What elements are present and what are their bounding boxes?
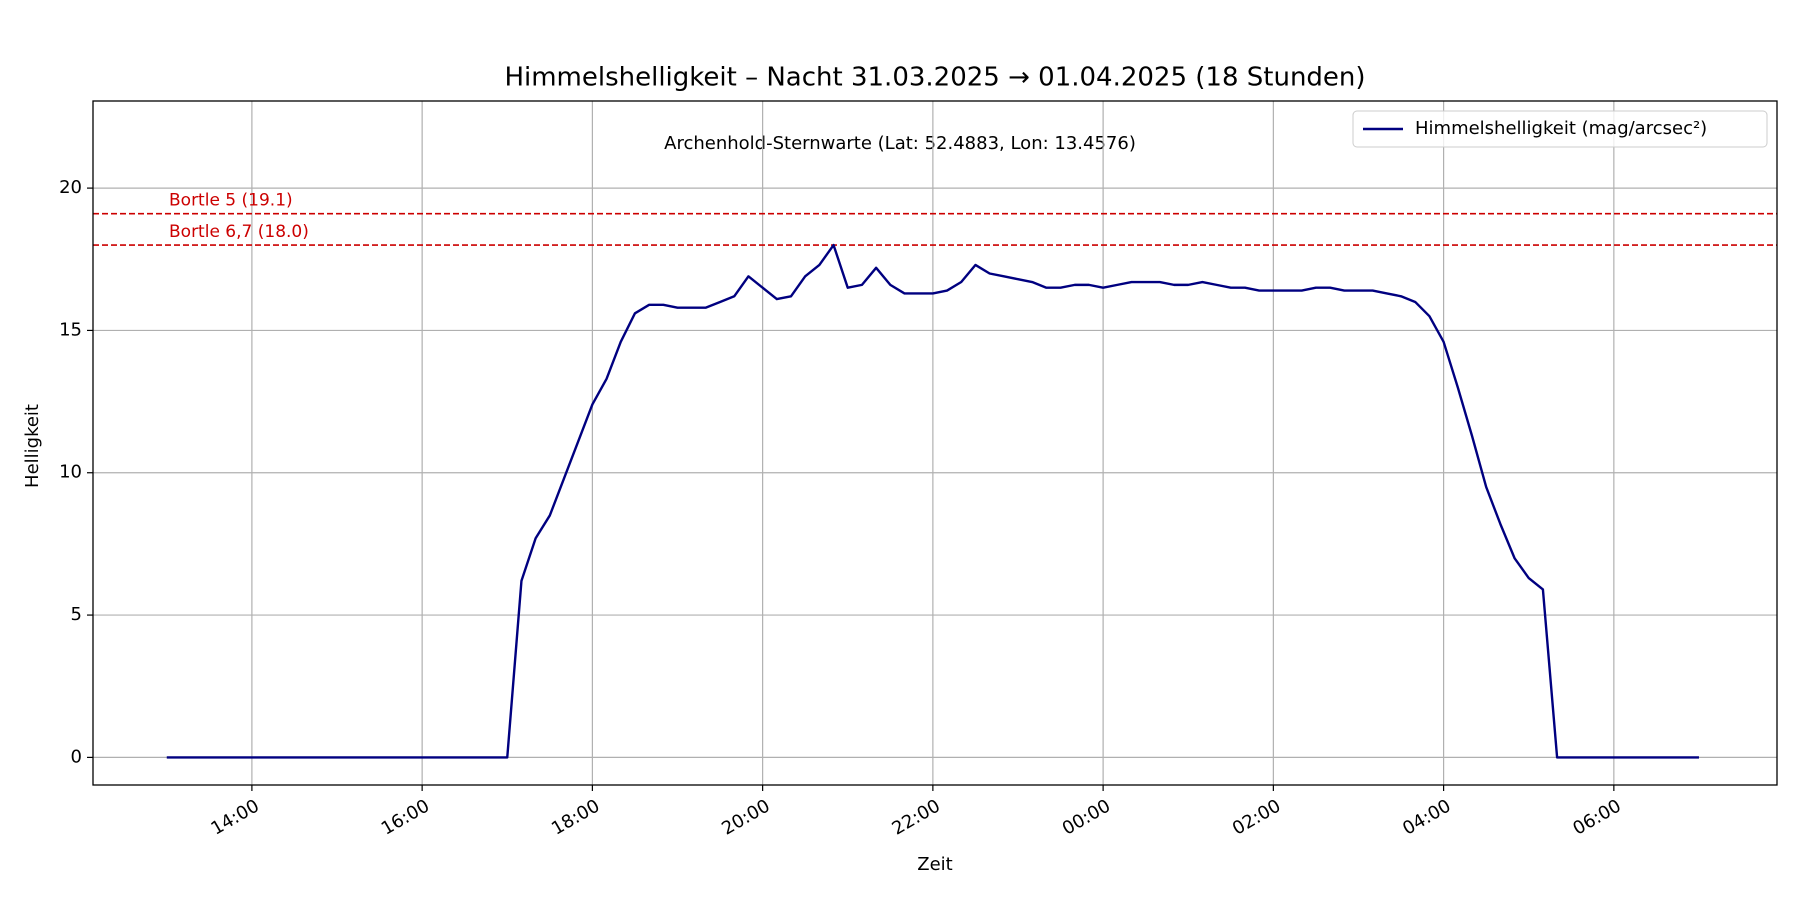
x-tick-label: 16:00 <box>378 795 433 839</box>
legend: Himmelshelligkeit (mag/arcsec²) <box>1352 110 1768 148</box>
y-tick-label: 10 <box>59 462 82 483</box>
chart-subtitle: Archenhold-Sternwarte (Lat: 52.4883, Lon… <box>664 133 1136 154</box>
reference-label: Bortle 6,7 (18.0) <box>169 222 309 242</box>
x-tick-label: 04:00 <box>1399 795 1454 839</box>
x-tick-label: 18:00 <box>548 795 603 839</box>
x-tick-label: 22:00 <box>888 795 943 839</box>
x-axis-label: Zeit <box>917 854 952 875</box>
x-tick-label: 14:00 <box>207 795 262 839</box>
chart-title: Himmelshelligkeit – Nacht 31.03.2025 → 0… <box>504 63 1365 93</box>
plot-frame <box>92 100 1778 786</box>
x-tick-label: 00:00 <box>1059 795 1114 839</box>
x-tick-label: 20:00 <box>718 795 773 839</box>
y-tick-label: 15 <box>59 319 82 340</box>
data-line <box>166 243 1699 759</box>
legend-label: Himmelshelligkeit (mag/arcsec²) <box>1415 118 1707 139</box>
legend-box <box>1352 110 1768 148</box>
y-tick-label: 0 <box>71 746 82 767</box>
x-tick-label: 02:00 <box>1229 795 1284 839</box>
reference-label: Bortle 5 (19.1) <box>169 191 293 211</box>
x-tick-label: 06:00 <box>1569 795 1624 839</box>
y-tick-label: 5 <box>71 604 82 625</box>
y-axis-label: Helligkeit <box>22 404 43 488</box>
y-tick-label: 20 <box>59 177 82 198</box>
